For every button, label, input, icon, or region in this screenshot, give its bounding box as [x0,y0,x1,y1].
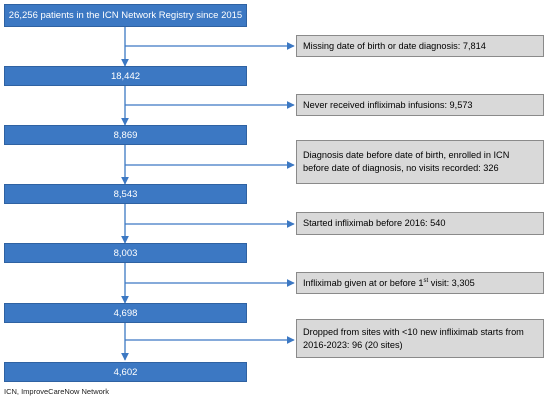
node-count-6: 4,698 [4,303,247,323]
node-count-3: 8,869 [4,125,247,145]
exclusion-first-visit: Infliximab given at or before 1st visit:… [296,272,544,294]
exclusion-started-before-2016: Started infliximab before 2016: 540 [296,212,544,235]
node-count-2: 18,442 [4,66,247,86]
exclusion-small-sites: Dropped from sites with <10 new inflixim… [296,319,544,358]
node-final-count: 4,602 [4,362,247,382]
exclusion-invalid-dates: Diagnosis date before date of birth, enr… [296,140,544,184]
node-count-4: 8,543 [4,184,247,204]
node-registry-total: 26,256 patients in the ICN Network Regis… [4,4,247,27]
exclusion-first-visit-text: Infliximab given at or before 1st visit:… [303,278,475,289]
footnote: ICN, ImproveCareNow Network [4,387,110,396]
node-count-5: 8,003 [4,243,247,263]
exclusion-no-infliximab: Never received infliximab infusions: 9,5… [296,94,544,116]
exclusion-missing-dates: Missing date of birth or date diagnosis:… [296,35,544,57]
